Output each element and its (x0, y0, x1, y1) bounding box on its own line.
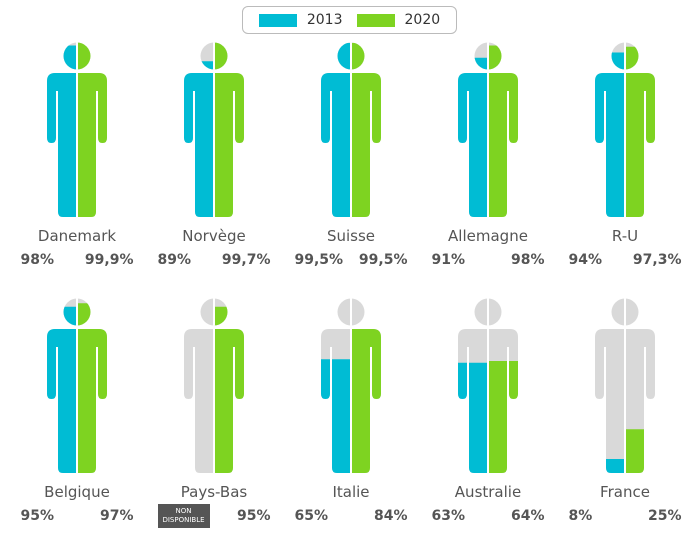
value-2013: 91% (431, 252, 466, 268)
country-name: Allemagne (448, 227, 528, 245)
fill-2020 (351, 326, 381, 473)
legend-label-2013: 2013 (306, 12, 343, 28)
fill-2013 (321, 42, 351, 217)
country-name: Australie (454, 483, 522, 501)
person-figure (458, 298, 518, 473)
legend-swatch-2013 (258, 13, 297, 27)
divider (76, 42, 78, 217)
country-5: Belgique 95% 97% (9, 298, 146, 526)
values: 99,5% 99,5% (283, 250, 420, 270)
value-2020: 95% (236, 508, 271, 524)
country-name: Pays-Bas (180, 483, 248, 501)
country-6: Pays-Bas NON DISPONIBLE 95% (146, 298, 283, 528)
values: NON DISPONIBLE 95% (146, 504, 283, 528)
country-8: Australie 63% 64% (420, 298, 557, 526)
value-2013: 98% (20, 252, 55, 268)
person-figure (47, 298, 107, 473)
value-2020: 64% (510, 508, 545, 524)
fill-2020 (625, 429, 655, 473)
value-2020: 84% (373, 508, 408, 524)
person-figure (184, 298, 244, 473)
fill-2020 (625, 46, 655, 217)
country-2: Suisse 99,5% 99,5% (283, 42, 420, 270)
value-2013: 99,5% (294, 252, 344, 268)
value-2020: 97% (99, 508, 134, 524)
person-figure (321, 42, 381, 217)
person-figure (321, 298, 381, 473)
fill-2013 (458, 362, 488, 473)
fill-2013 (47, 306, 77, 473)
divider (350, 42, 352, 217)
country-7: Italie 65% 84% (283, 298, 420, 526)
country-4: R-U 94% 97,3% (557, 42, 689, 270)
fill-2020 (214, 306, 244, 473)
country-name: Norvège (182, 227, 246, 245)
person-figure (595, 42, 655, 217)
person-figure (458, 42, 518, 217)
value-2013: 65% (294, 508, 329, 524)
fill-2020 (214, 42, 244, 217)
fill-2013 (321, 359, 351, 473)
legend-swatch-2020 (356, 13, 395, 27)
values: 94% 97,3% (557, 250, 689, 270)
value-2013: 94% (568, 252, 603, 268)
value-2013: 89% (157, 252, 192, 268)
fill-2013 (595, 52, 625, 217)
divider (76, 298, 78, 473)
value-2020: 97,3% (632, 252, 682, 268)
country-name: Belgique (44, 483, 110, 501)
legend-label-2020: 2020 (404, 12, 441, 28)
values: 91% 98% (420, 250, 557, 270)
divider (350, 298, 352, 473)
country-9: France 8% 25% (557, 298, 689, 526)
fill-2020 (77, 303, 107, 473)
legend-item-2013: 2013 (258, 12, 343, 28)
country-0: Danemark 98% 99,9% (9, 42, 146, 270)
value-2020: 25% (647, 508, 682, 524)
fill-2013 (47, 45, 77, 217)
person-figure (47, 42, 107, 217)
value-2020: 99,5% (358, 252, 408, 268)
country-name: Italie (332, 483, 370, 501)
divider (213, 42, 215, 217)
fill-2013 (595, 459, 625, 473)
values: 63% 64% (420, 506, 557, 526)
country-name: Suisse (326, 227, 376, 245)
fill-2020 (351, 42, 381, 217)
person-figure (595, 298, 655, 473)
country-1: Norvège 89% 99,7% (146, 42, 283, 270)
value-2020: 99,7% (221, 252, 271, 268)
country-3: Allemagne 91% 98% (420, 42, 557, 270)
divider (487, 42, 489, 217)
value-2013: 8% (568, 508, 593, 524)
country-name: R-U (611, 227, 639, 245)
value-2013: 63% (431, 508, 466, 524)
legend-item-2020: 2020 (356, 12, 441, 28)
person-figure (184, 42, 244, 217)
fill-2020 (488, 45, 518, 217)
value-2020: 98% (510, 252, 545, 268)
values: 8% 25% (557, 506, 689, 526)
divider (624, 42, 626, 217)
values: 89% 99,7% (146, 250, 283, 270)
value-2020: 99,9% (84, 252, 134, 268)
fill-2013 (184, 61, 214, 217)
values: 65% 84% (283, 506, 420, 526)
values: 95% 97% (9, 506, 146, 526)
country-name: Danemark (37, 227, 117, 245)
not-available-badge: NON DISPONIBLE (157, 504, 210, 528)
legend: 2013 2020 (242, 6, 457, 34)
fill-2020 (488, 361, 518, 473)
divider (624, 298, 626, 473)
country-name: France (600, 483, 650, 501)
divider (213, 298, 215, 473)
value-2013: 95% (20, 508, 55, 524)
values: 98% 99,9% (9, 250, 146, 270)
fill-2020 (77, 42, 107, 217)
fill-2013 (458, 57, 488, 217)
divider (487, 298, 489, 473)
